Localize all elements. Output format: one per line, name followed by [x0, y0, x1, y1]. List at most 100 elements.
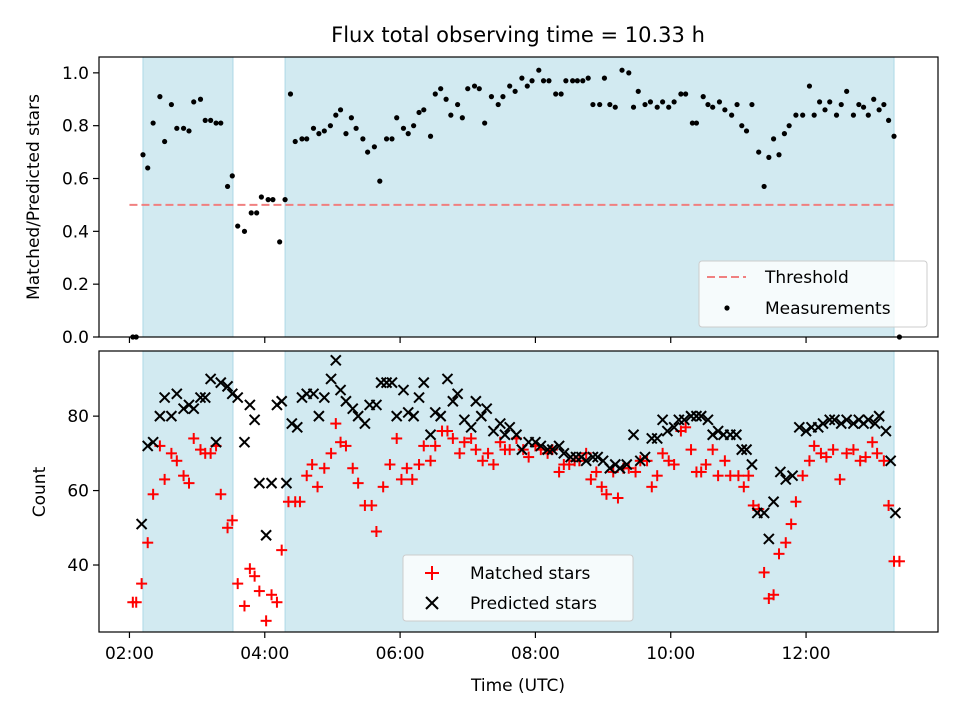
measurement-point [371, 144, 377, 150]
measurement-point [563, 78, 569, 84]
predicted-star-point [786, 469, 799, 482]
matched-star-point [244, 563, 256, 575]
matched-star-point [441, 425, 453, 437]
matched-star-point [253, 585, 265, 597]
matched-star-point [738, 481, 750, 493]
predicted-star-point [280, 477, 293, 489]
predicted-star-point [231, 391, 244, 404]
measurement-point [186, 128, 192, 134]
measurement-point [519, 75, 525, 81]
predicted-star-point [418, 376, 430, 389]
measurement-point [770, 136, 777, 142]
matched-star-point [395, 473, 407, 485]
matched-star-point [668, 459, 680, 471]
predicted-star-point [621, 458, 633, 471]
predicted-star-point [325, 373, 337, 385]
ratio-y-axis-label: Matched/Predicted stars [24, 94, 44, 300]
measurement-point [585, 75, 591, 81]
matched-star-point [623, 462, 635, 474]
matched-star-point [641, 455, 653, 467]
y-tick-label: 0.4 [62, 222, 89, 242]
matched-star-point [159, 473, 171, 485]
matched-star-point [215, 488, 227, 500]
measurement-point [590, 101, 596, 108]
measurement-point [642, 101, 648, 108]
measurement-point [365, 149, 371, 155]
measurement-point [459, 115, 465, 121]
measurement-point [482, 120, 488, 126]
predicted-star-point [238, 436, 251, 448]
matched-star-point [178, 470, 190, 482]
predicted-star-point [695, 410, 707, 422]
matched-star-point [465, 432, 477, 444]
measurement-point [612, 104, 618, 110]
matched-star-point [600, 488, 612, 500]
predicted-star-point [678, 414, 690, 426]
matched-star-point [142, 537, 154, 549]
matched-star-point [406, 473, 418, 485]
predicted-star-point [434, 410, 447, 422]
count-legend: Matched stars Predicted stars [402, 554, 634, 622]
measurement-point [743, 128, 750, 134]
matched-star-point [188, 432, 200, 444]
predicted-star-point [158, 391, 171, 404]
matched-star-point [707, 444, 719, 456]
matched-star-point [266, 589, 278, 601]
matched-star-point [893, 555, 905, 567]
predicted-stars-points [135, 354, 902, 545]
measurement-point [241, 228, 248, 234]
matched-star-point [276, 544, 288, 556]
x-tick-label: 02:00 [105, 644, 154, 664]
predicted-star-point [447, 395, 459, 407]
predicted-star-point [215, 376, 227, 389]
matched-star-point [165, 447, 177, 459]
matched-star-point [377, 481, 389, 493]
predicted-star-point [429, 406, 441, 419]
measurement-point [689, 120, 695, 126]
measurement-point [734, 101, 740, 108]
predicted-star-point [275, 395, 288, 407]
predicted-star-point [171, 388, 183, 400]
count-panel: 40 60 80 02:00 04:00 06:00 08:00 10:00 12:00 Co… [30, 350, 939, 696]
predicted-star-point [451, 388, 464, 400]
y-tick-label: 0.8 [62, 117, 89, 137]
count-x-ticks: 02:00 04:00 06:00 08:00 10:00 12:00 [105, 632, 831, 664]
measurement-point [197, 96, 204, 102]
matched-star-point [860, 451, 872, 463]
measurement-point [891, 133, 897, 139]
predicted-star-point [651, 432, 663, 445]
predicted-star-point [840, 414, 853, 426]
matched-star-point [413, 459, 425, 471]
predicted-star-point [135, 518, 148, 530]
predicted-star-point [221, 380, 234, 393]
measurement-point [389, 136, 395, 142]
measurement-point [282, 197, 288, 203]
measurement-point [438, 86, 444, 92]
predicted-star-point [265, 477, 278, 489]
measurement-point [443, 96, 449, 102]
measurement-point [850, 112, 857, 118]
matched-star-point [504, 444, 516, 456]
measurement-point [654, 104, 660, 110]
measurement-point [822, 107, 828, 113]
measurement-point [333, 112, 339, 118]
measurement-point [871, 96, 877, 102]
matched-stars-points [127, 418, 905, 627]
measurement-point [360, 136, 366, 142]
matched-star-point [743, 470, 755, 482]
matched-star-point [803, 455, 815, 467]
measurement-point [570, 78, 576, 84]
measurement-point [432, 91, 438, 97]
predicted-star-point [706, 429, 719, 441]
matched-star-point [306, 459, 318, 471]
measurement-point [353, 125, 359, 131]
predicted-star-point [386, 376, 398, 389]
measurement-point [722, 107, 728, 113]
measurement-point [705, 101, 711, 108]
measurement-point [229, 173, 235, 179]
measurement-point [476, 86, 482, 92]
matched-star-point [205, 447, 217, 459]
matched-star-point [630, 466, 642, 478]
measurements-legend-label: Measurements [765, 299, 891, 319]
matched-star-point [866, 436, 878, 448]
